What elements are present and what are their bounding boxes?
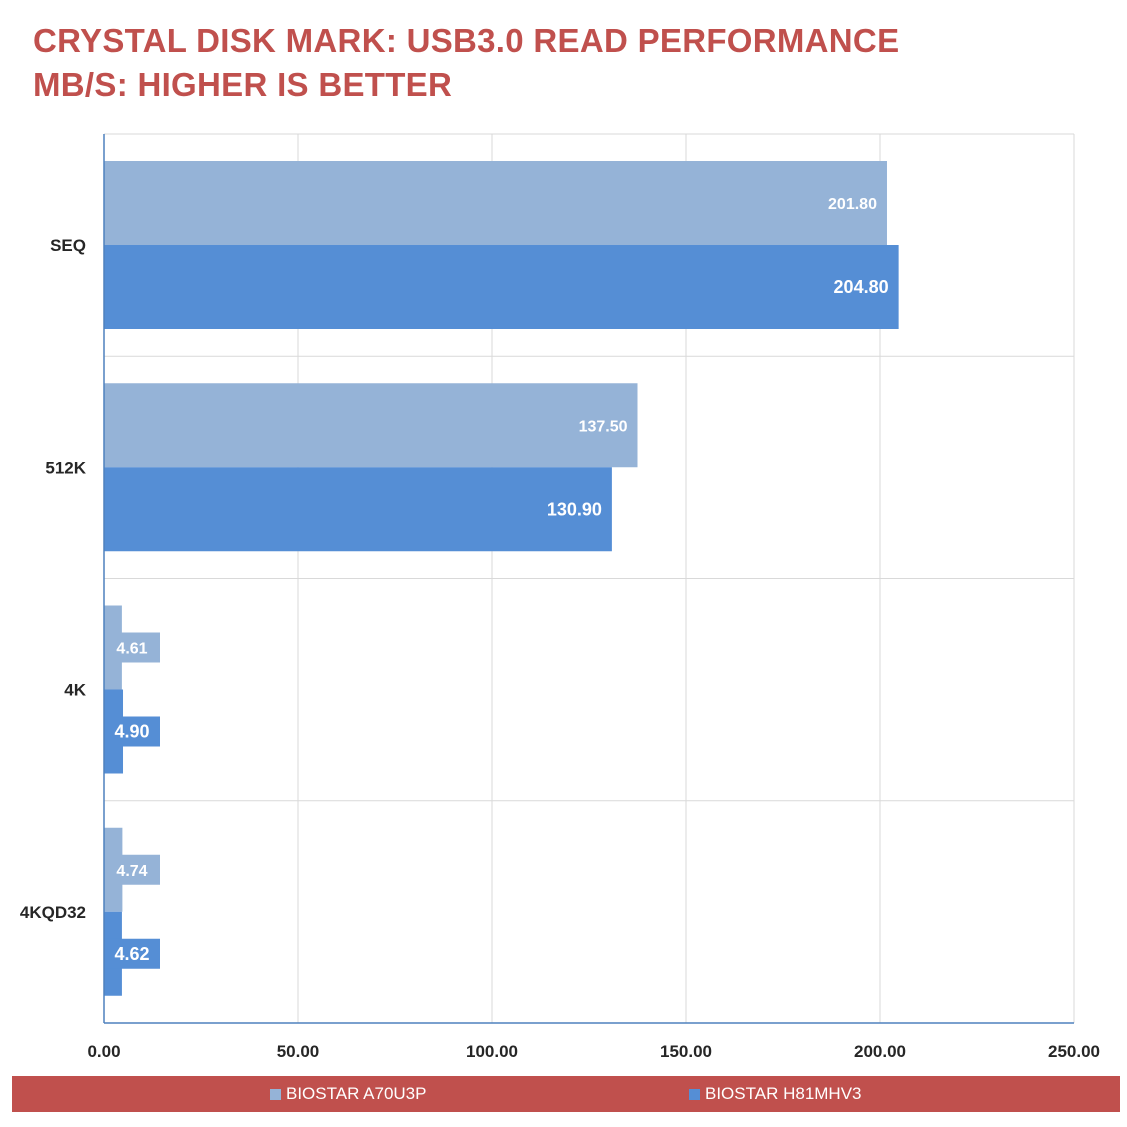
legend-swatch-h81mhv3 xyxy=(689,1088,700,1100)
data-label-box xyxy=(104,632,160,663)
legend-swatch-a70u3p xyxy=(270,1088,281,1100)
data-label-box xyxy=(104,938,160,969)
bar xyxy=(104,383,638,468)
data-label-box xyxy=(104,716,160,747)
data-label: 201.80 xyxy=(828,196,877,213)
bar xyxy=(104,467,612,552)
data-label: 4.90 xyxy=(114,722,149,742)
legend-label-a70u3p: BIOSTAR A70U3P xyxy=(286,1084,427,1103)
data-label: 130.90 xyxy=(547,499,602,519)
bar-chart: 201.80 204.80 SEQ 137.50 130.90 512K 4.61 4.90 4… xyxy=(20,133,1100,1061)
data-label: 204.80 xyxy=(834,277,889,297)
category-label: 512K xyxy=(45,458,86,477)
legend-item-a70u3p: BIOSTAR A70U3P xyxy=(270,1076,426,1112)
data-label: 137.50 xyxy=(579,418,628,435)
x-tick-label: 150.00 xyxy=(660,1042,712,1061)
legend-label-h81mhv3: BIOSTAR H81MHV3 xyxy=(705,1084,862,1103)
bar xyxy=(104,245,899,329)
category-label: 4KQD32 xyxy=(20,903,86,922)
data-label: 4.74 xyxy=(116,863,147,880)
category-label: SEQ xyxy=(50,236,86,255)
chart-title: CRYSTAL DISK MARK: USB3.0 READ PERFORMAN… xyxy=(33,22,900,59)
legend-item-h81mhv3: BIOSTAR H81MHV3 xyxy=(689,1076,862,1112)
data-label-box xyxy=(104,854,160,885)
legend: BIOSTAR A70U3P BIOSTAR H81MHV3 xyxy=(12,1076,1120,1112)
bar xyxy=(104,161,887,245)
x-tick-label: 0.00 xyxy=(87,1042,120,1061)
data-label: 4.61 xyxy=(116,641,147,658)
x-tick-label: 200.00 xyxy=(854,1042,906,1061)
category-label: 4K xyxy=(64,681,86,700)
data-label: 4.62 xyxy=(114,944,149,964)
x-tick-label: 250.00 xyxy=(1048,1042,1100,1061)
chart-subtitle: MB/S: HIGHER IS BETTER xyxy=(33,66,453,103)
x-tick-label: 50.00 xyxy=(277,1042,320,1061)
x-tick-label: 100.00 xyxy=(466,1042,518,1061)
